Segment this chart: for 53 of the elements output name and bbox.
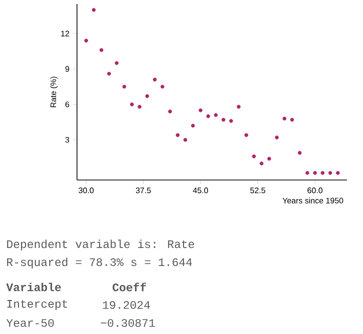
point [267,156,272,161]
point [100,48,104,52]
x-axis-title: Years since 1950 [282,198,344,204]
y-tick-label: 6 [65,102,70,108]
point [107,72,111,76]
point [313,171,317,175]
point [320,171,324,175]
text: 19.2024 [103,301,150,309]
x-tick-label: 30.0 [78,188,94,194]
point [244,133,248,138]
point [152,78,157,82]
point [222,118,226,122]
text: Year-50 [6,319,54,327]
point [290,118,294,122]
text: R-squared = 78.3% s = 1.644 [7,258,192,268]
x-tick-label: 37.5 [136,188,151,194]
point [252,154,256,158]
point [176,133,180,138]
point [160,84,164,89]
text: Coeff [112,282,146,292]
point [191,124,195,128]
point [138,104,142,109]
point [183,138,188,142]
point [145,94,150,98]
point [92,8,96,12]
point [336,171,340,175]
text: Intercept [7,300,68,310]
x-tick-label: 45.0 [192,188,208,194]
text: Variable [6,282,61,292]
text: Dependent variable is: Rate [7,240,194,250]
point [328,171,332,175]
point [198,108,202,112]
point [274,136,279,140]
point [298,150,302,155]
point [214,113,218,117]
point [206,114,210,118]
y-axis-title: Rate (%) [50,76,58,108]
point [122,84,126,89]
point [260,162,264,166]
x-tick-label: 52.5 [250,188,266,194]
y-tick-label: 12 [61,30,70,36]
y-tick-label: 3 [65,137,70,143]
point [236,104,241,109]
point [305,171,310,175]
point [130,102,134,106]
point [282,116,286,120]
x-tick-label: 60.0 [308,188,322,194]
point [84,38,88,43]
point [168,110,172,114]
point [114,61,119,65]
y-tick-label: 9 [65,66,70,72]
text: −0.30871 [100,319,155,327]
point [229,119,233,123]
